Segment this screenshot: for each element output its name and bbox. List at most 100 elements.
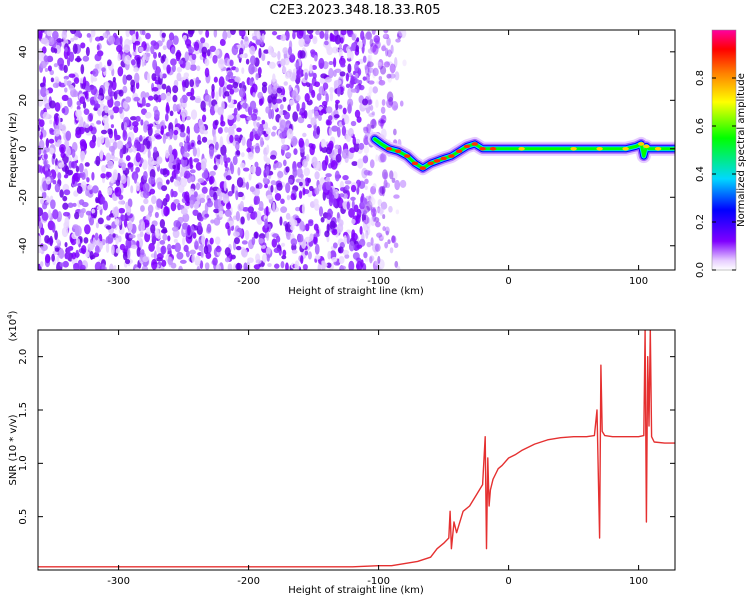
spectrogram-noise-mark	[45, 164, 51, 169]
spectrogram-signal-peak	[448, 154, 455, 158]
spectrogram-noise-mark	[224, 161, 228, 168]
spectrogram-noise-mark	[285, 212, 291, 220]
spectrogram-noise-mark	[372, 183, 377, 189]
spectrogram-noise-mark	[187, 224, 191, 236]
spectrogram-noise-mark	[330, 35, 337, 43]
spectrogram-noise-mark	[328, 127, 333, 136]
spectrogram-noise-mark	[271, 96, 277, 105]
spectrogram-noise-mark	[172, 94, 178, 103]
spectrogram-noise-mark	[362, 126, 369, 132]
spectrogram-noise-mark	[328, 115, 333, 121]
spectrogram-noise-mark	[377, 206, 381, 214]
spectrogram-noise-mark	[369, 255, 375, 262]
spectrogram-noise-mark	[112, 207, 120, 218]
spectrogram-noise-mark	[367, 99, 372, 105]
spectrogram-noise-mark	[314, 255, 321, 260]
spectrogram-noise-mark	[192, 232, 197, 239]
spectrogram-noise-mark	[324, 155, 329, 166]
spectrogram-noise-mark	[267, 95, 273, 104]
spectrogram-noise-mark	[394, 260, 399, 268]
spectrogram-noise-mark	[41, 211, 49, 221]
spectrogram-noise-mark	[387, 73, 393, 83]
spectrogram-noise-mark	[208, 146, 215, 157]
spectrogram-noise-mark	[292, 31, 296, 40]
spectrogram-noise-mark	[110, 245, 115, 255]
snr-x-tick-label: -100	[367, 576, 390, 587]
spectrogram-noise-mark	[240, 216, 245, 225]
spectrogram-noise-mark	[40, 244, 48, 251]
spectrogram-noise-mark	[197, 221, 202, 231]
snr-y-tick-label: 1.0	[18, 455, 29, 471]
spectrogram-noise-mark	[369, 104, 374, 111]
spectrogram-noise-mark	[397, 32, 403, 38]
spectrogram-noise-mark	[399, 30, 407, 39]
spectrogram-noise-mark	[139, 103, 143, 108]
spectrogram-noise-mark	[246, 116, 252, 121]
spectrogram-noise-mark	[298, 137, 304, 148]
spectrogram-noise-mark	[365, 73, 370, 84]
spectrogram-noise-mark	[89, 139, 96, 149]
spectrogram-noise-mark	[178, 184, 185, 193]
spectrogram-noise-mark	[338, 43, 342, 50]
spectrogram-noise-mark	[92, 77, 98, 82]
spectrogram-noise-mark	[383, 33, 387, 38]
spectrogram-noise-mark	[270, 154, 277, 160]
spectrogram-noise-mark	[325, 181, 331, 191]
spectrogram-noise-mark	[247, 151, 254, 160]
spectrogram-noise-mark	[171, 226, 179, 232]
spectrogram-noise-mark	[156, 123, 160, 130]
spectrogram-noise-mark	[46, 30, 52, 37]
spectrogram-noise-mark	[214, 141, 219, 151]
spectrogram-noise-mark	[227, 71, 234, 78]
spectrogram-noise-mark	[73, 262, 80, 270]
spectrogram-noise-mark	[38, 96, 44, 107]
spectrogram-noise-mark	[138, 46, 144, 53]
spectrogram-noise-mark	[372, 212, 377, 222]
spectrogram-noise-mark	[385, 182, 391, 189]
spectrogram-noise-mark	[378, 234, 384, 242]
spectrogram-noise-mark	[112, 141, 118, 150]
snr-multiplier: (x104)	[6, 310, 19, 341]
spectrogram-noise-mark	[356, 244, 363, 249]
spectrogram-noise-mark	[298, 181, 303, 187]
spectrogram-noise-mark	[232, 231, 240, 237]
spectrogram-noise-mark	[109, 263, 114, 270]
spectrogram-noise-mark	[363, 135, 369, 146]
spectrogram-noise-mark	[347, 103, 352, 114]
spectrogram-noise-mark	[171, 190, 178, 198]
spectrogram-noise-mark	[74, 226, 80, 237]
spectrogram-noise-mark	[309, 233, 314, 241]
spectrogram-noise-mark	[276, 87, 282, 94]
spectrogram-noise-mark	[59, 189, 64, 198]
spectrogram-noise-mark	[94, 245, 100, 254]
spectrogram-noise-mark	[235, 190, 239, 201]
spectrogram-noise-mark	[314, 110, 320, 119]
spectrogram-noise-mark	[183, 152, 190, 158]
spectrogram-noise-mark	[90, 85, 98, 96]
spectrogram-noise-mark	[162, 233, 168, 241]
spectrogram-noise-mark	[40, 86, 48, 98]
spectrogram-noise-mark	[309, 33, 314, 40]
spectrogram-noise-mark	[283, 81, 288, 86]
spectrogram-noise-mark	[96, 205, 103, 211]
spectrogram-noise-mark	[43, 153, 48, 160]
spectrogram-noise-mark	[89, 125, 93, 132]
spectrogram-noise-mark	[382, 214, 386, 220]
spectrogram-noise-mark	[180, 208, 188, 215]
spectrogram-noise-mark	[211, 88, 215, 99]
spectrogram-noise-mark	[229, 59, 234, 67]
spectrogram-noise-mark	[151, 195, 157, 205]
spectrogram-noise-mark	[94, 261, 102, 270]
spectrogram-noise-mark	[140, 119, 144, 126]
spectrogram-noise-mark	[204, 262, 210, 270]
spectrogram-noise-mark	[247, 206, 253, 213]
spectrogram-noise-mark	[336, 126, 341, 138]
spectrogram-noise-mark	[135, 181, 140, 192]
spectrogram-noise-mark	[87, 243, 95, 251]
spectrogram-noise-mark	[73, 190, 79, 197]
spectrogram-noise-mark	[168, 32, 175, 41]
spectrogram-noise-mark	[271, 238, 278, 248]
spectrogram-noise-mark	[200, 37, 206, 44]
spectrogram-noise-mark	[119, 243, 126, 251]
spectrogram-noise-mark	[345, 83, 351, 88]
